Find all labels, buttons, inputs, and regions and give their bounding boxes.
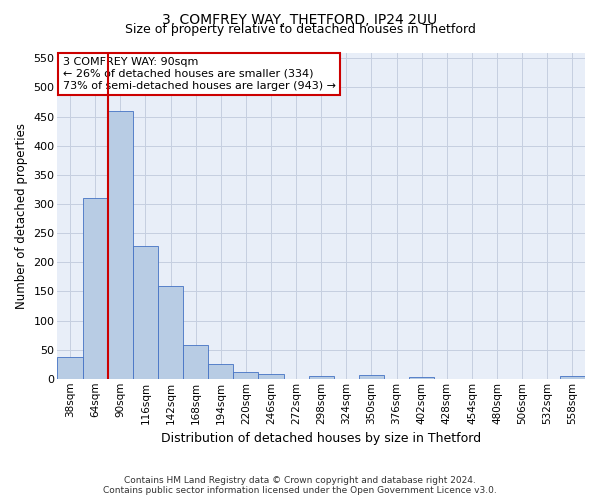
X-axis label: Distribution of detached houses by size in Thetford: Distribution of detached houses by size … (161, 432, 481, 445)
Bar (133, 246, 158, 379)
Bar (259, 374, 284, 379)
Text: Contains HM Land Registry data © Crown copyright and database right 2024.
Contai: Contains HM Land Registry data © Crown c… (103, 476, 497, 495)
Text: 3 COMFREY WAY: 90sqm
← 26% of detached houses are smaller (334)
73% of semi-deta: 3 COMFREY WAY: 90sqm ← 26% of detached h… (63, 58, 336, 90)
Bar (308, 376, 334, 379)
Bar (108, 111, 133, 379)
Bar (359, 376, 384, 379)
Bar (233, 372, 259, 379)
Bar (560, 376, 585, 379)
Bar (208, 364, 233, 379)
Bar (409, 377, 434, 379)
Bar (183, 345, 208, 379)
Bar (58, 356, 83, 379)
Text: 3, COMFREY WAY, THETFORD, IP24 2UU: 3, COMFREY WAY, THETFORD, IP24 2UU (163, 12, 437, 26)
Y-axis label: Number of detached properties: Number of detached properties (15, 122, 28, 308)
Bar (83, 198, 108, 379)
Bar (158, 286, 183, 379)
Text: Size of property relative to detached houses in Thetford: Size of property relative to detached ho… (125, 22, 475, 36)
